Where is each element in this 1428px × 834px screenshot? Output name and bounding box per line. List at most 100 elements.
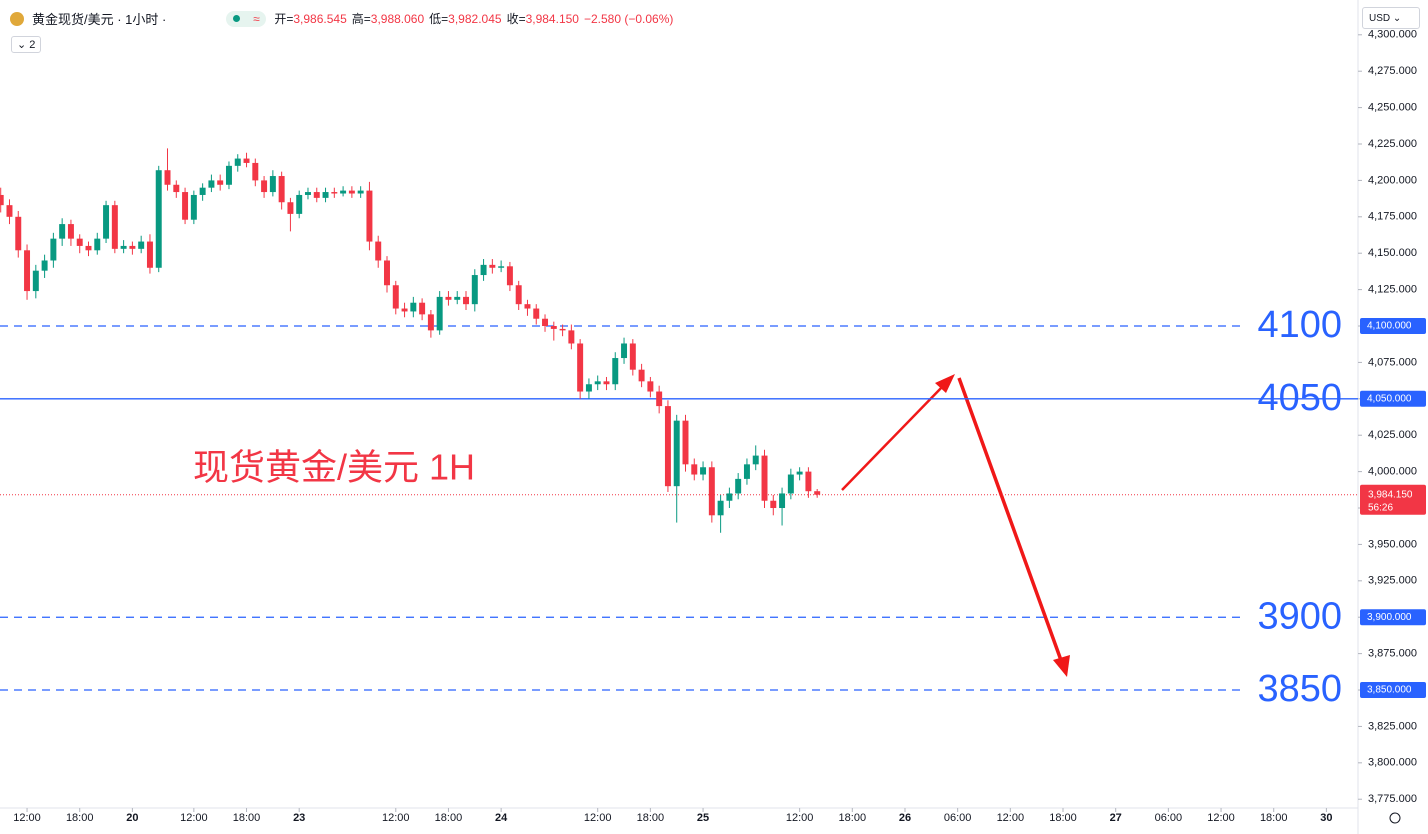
candle-body [348,190,355,194]
x-tick-label: 30 [1320,812,1332,824]
candle-body [726,493,733,501]
x-tick-label: 12:00 [786,812,814,824]
candle-body [155,170,162,268]
candle-body [542,318,549,327]
candle-body [647,381,654,392]
candle-body [59,224,66,239]
candle-body [682,420,689,465]
candle-body [129,245,136,249]
arrow [957,377,1064,664]
candle-body [770,500,777,509]
candle-body [594,381,601,385]
ohlc-value: 3,982.045 [448,12,502,26]
candle-body [243,158,250,163]
settings-icon[interactable] [1389,812,1401,824]
x-tick-label: 12:00 [584,812,612,824]
arrow [841,384,945,491]
candle-body [524,304,531,309]
x-tick-label: 25 [697,812,709,824]
x-tick-label: 06:00 [944,812,972,824]
candle-body [138,241,145,249]
candle-body [796,471,803,475]
candle-body [103,205,110,239]
x-tick-label: 12:00 [180,812,208,824]
level-tag-label: 3,850.000 [1367,685,1412,696]
ohlc-key: 收= [506,12,526,26]
level-tag [1360,390,1426,407]
candle-body [559,328,566,331]
x-tick-label: 18:00 [66,812,94,824]
currency-select[interactable]: USD ⌄ [1362,7,1420,29]
candle-body [761,455,768,501]
candle-body [32,270,39,292]
y-tick-label: 4,200.000 [1368,174,1417,186]
candle-body [304,192,311,195]
level-tag-label: 4,100.000 [1367,321,1412,332]
x-tick-label: 12:00 [13,812,41,824]
candle-body [67,224,74,239]
candle-body [296,194,303,214]
candle-body [603,381,610,385]
candle-body [278,176,285,203]
level-label: 4100 [1257,304,1342,346]
candle-body [261,180,268,193]
candle-body [656,391,663,407]
level-tag [1360,682,1426,699]
candle-body [533,308,540,319]
ohlc-value: 3,988.060 [370,12,425,26]
candle-body [717,500,724,516]
candle-body [146,241,153,268]
y-tick-label: 4,025.000 [1368,429,1417,441]
status-pill[interactable]: ≈ [226,10,267,27]
x-tick-label: 18:00 [839,812,867,824]
candle-body [366,190,373,242]
candle-body [577,343,584,392]
candle-body [94,238,101,251]
countdown: 56:26 [1368,502,1393,513]
price-tag-label: 3,984.150 [1368,489,1413,500]
ohlc-key: 高= [351,12,371,26]
symbol: 黄金现货/美元 · 1小时 · [32,12,167,27]
candle-body [313,192,320,198]
candle-body [234,158,241,166]
candle-body [340,190,347,194]
x-tick-label: 18:00 [637,812,665,824]
y-tick-label: 3,875.000 [1368,648,1417,660]
candle-body [787,474,794,494]
candle-body [419,302,426,315]
candle-body [629,343,636,370]
legend-header: 黄金现货/美元 · 1小时 · ≈ 开=3,986.545 高=3,988.060… [10,9,678,28]
candle-body [120,245,127,249]
y-tick-label: 3,800.000 [1368,757,1417,769]
x-tick-label: 18:00 [1260,812,1288,824]
candle-body [445,296,452,300]
level-tag [1360,318,1426,335]
indicator-toggle[interactable]: ⌄ 2 [11,36,42,53]
candle-body [24,250,31,292]
price-tag [1360,484,1426,515]
candle-body [190,194,197,220]
candle-body [41,260,48,271]
candle-body [489,264,496,268]
candle-body [568,330,575,344]
candle-body [208,180,215,188]
candle-body [0,194,4,206]
candle-body [392,285,399,309]
arrow-head [1053,655,1070,677]
candle-body [638,369,645,382]
x-tick-label: 23 [293,812,305,824]
x-tick-label: 26 [899,812,911,824]
candle-body [498,266,505,268]
candle-body [752,455,759,465]
candle-body [15,216,22,251]
x-tick-label: 12:00 [382,812,410,824]
arrows [841,374,1070,677]
y-tick-label: 3,825.000 [1368,720,1417,732]
candle-body [225,165,232,185]
candle-body [410,302,417,312]
y-tick-label: 4,275.000 [1368,65,1417,77]
candle-body [76,238,83,246]
candle-body [515,285,522,305]
x-tick-label: 18:00 [233,812,261,824]
ohlc-key: 开= [274,12,294,26]
